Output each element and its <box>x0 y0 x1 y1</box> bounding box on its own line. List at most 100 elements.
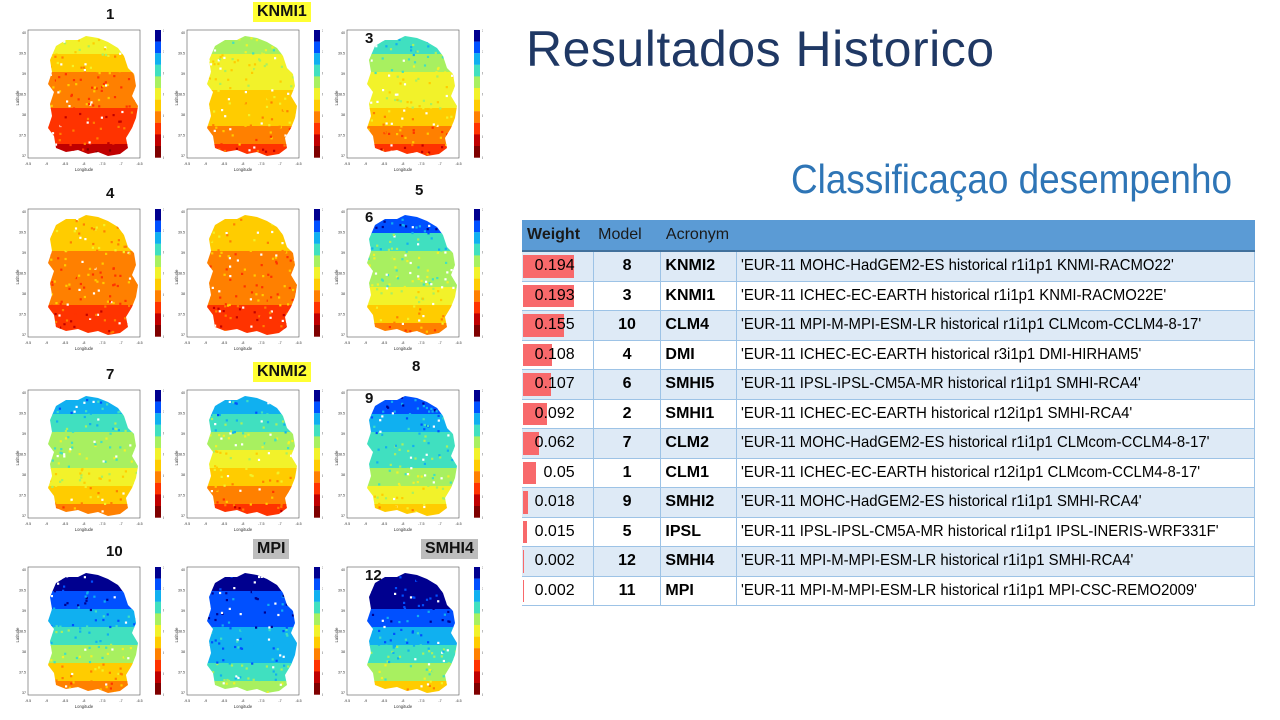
colorbar-segment <box>314 683 320 695</box>
colorbar-segment <box>314 122 320 135</box>
weight-value: 0.194 <box>534 257 575 275</box>
model-number: 3 <box>593 281 662 311</box>
x-tick-label: -8.5 <box>62 341 68 345</box>
weight-bar <box>523 373 552 396</box>
x-axis-label: Longitude <box>75 704 94 709</box>
panel-number: 4 <box>106 185 115 202</box>
x-tick-label: -8 <box>401 162 404 166</box>
y-tick-label: 40 <box>181 31 185 35</box>
colorbar-tick-label: 0.2 <box>482 672 483 676</box>
weight-bar <box>523 579 524 602</box>
map-panel: 1.2 1 0.8 0.6 0.4 0.2 0 40 39.5 39 38.5 38 37.5 37 -9.… <box>173 207 323 355</box>
colorbar-segment <box>314 413 320 425</box>
weight-bar <box>523 402 548 425</box>
colorbar-tick-label: 0.2 <box>322 672 323 676</box>
colorbar-segment <box>155 601 161 614</box>
weight-bar <box>523 255 575 278</box>
y-tick-label: 37 <box>341 691 345 695</box>
colorbar-tick-label: 0.4 <box>163 293 164 297</box>
colorbar-segment <box>314 401 320 414</box>
y-tick-label: 37.5 <box>178 494 185 498</box>
model-description-cell: 'EUR-11 IPSL-IPSL-CM5A-MR historical r1i… <box>736 517 1255 547</box>
colorbar-segment <box>314 146 320 158</box>
y-axis-label: Latitude <box>15 450 20 466</box>
x-tick-label: -6.5 <box>295 162 301 166</box>
panel-number: 10 <box>106 543 123 560</box>
weight-bar <box>523 550 524 573</box>
y-tick-label: 38 <box>341 650 345 654</box>
x-tick-label: -7 <box>278 699 281 703</box>
colorbar-segment <box>314 601 320 614</box>
x-tick-label: -9 <box>364 522 367 526</box>
panel-number: 6 <box>365 209 374 226</box>
y-tick-label: 37 <box>181 514 185 518</box>
colorbar-segment <box>155 613 161 626</box>
map-region <box>367 573 457 693</box>
colorbar-tick-label: 1 <box>322 410 323 414</box>
model-acronym: CLM4 <box>660 310 737 341</box>
model-description-cell: 'EUR-11 MPI-M-MPI-ESM-LR historical r1i1… <box>736 576 1255 606</box>
colorbar-segment <box>155 424 161 437</box>
x-tick-label: -8 <box>82 341 85 345</box>
colorbar-segment <box>474 146 480 158</box>
x-tick-label: -9 <box>45 341 48 345</box>
map-plot: 1.2 1 0.8 0.6 0.4 0.2 0 40 39.5 39 38.5 38 37.5 37 -9.… <box>15 208 164 351</box>
model-description-cell: 'EUR-11 MOHC-HadGEM2-ES historical r1i1p… <box>736 487 1255 518</box>
weight-cell: 0.018 <box>522 487 594 518</box>
y-tick-label: 39 <box>181 72 185 76</box>
map-region <box>367 396 457 516</box>
colorbar-segment <box>474 278 480 291</box>
y-axis-label: Latitude <box>174 627 179 643</box>
colorbar-tick-label: 0.4 <box>482 474 483 478</box>
table-row: 0.107 6 SMHI5 'EUR-11 IPSL-IPSL-CM5A-MR his… <box>522 369 1255 400</box>
colorbar-tick-label: 0 <box>322 335 323 339</box>
model-acronym: MPI <box>660 576 737 606</box>
map-plot: 1.2 1 0.8 0.6 0.4 0.2 0 40 39.5 39 38.5 38 37.5 37 -9.… <box>174 566 323 709</box>
colorbar-segment <box>314 301 320 314</box>
x-tick-label: -6.5 <box>295 522 301 526</box>
y-tick-label: 39 <box>181 251 185 255</box>
model-description-cell: 'EUR-11 ICHEC-EC-EARTH historical r12i1p… <box>736 399 1255 429</box>
y-tick-label: 40 <box>22 568 26 572</box>
table-row: 0.05 1 CLM1 'EUR-11 ICHEC-EC-EARTH historic… <box>522 458 1255 488</box>
table-row: 0.002 11 MPI 'EUR-11 MPI-M-MPI-ESM-LR histo… <box>522 576 1255 606</box>
colorbar-segment <box>155 401 161 414</box>
colorbar-tick-label: 0 <box>322 693 323 697</box>
colorbar-tick-label: 0.4 <box>322 293 323 297</box>
colorbar-tick-label: 0 <box>163 516 164 520</box>
y-tick-label: 38.5 <box>178 93 185 97</box>
map-plot: 1.2 1 0.8 0.6 0.4 0.2 0 40 39.5 39 38.5 38 37.5 37 -9.… <box>334 566 483 709</box>
colorbar-segment <box>474 590 480 602</box>
y-tick-label: 37 <box>341 154 345 158</box>
y-tick-label: 37.5 <box>19 494 26 498</box>
colorbar-segment <box>474 401 480 414</box>
x-axis-label: Longitude <box>394 346 413 351</box>
colorbar-tick-label: 0.8 <box>163 608 164 612</box>
map-panel: 1.2 1 0.8 0.6 0.4 0.2 0 40 39.5 39 38.5 38 37.5 37 -9.… <box>14 207 164 355</box>
model-description-cell: 'EUR-11 IPSL-IPSL-CM5A-MR historical r1i… <box>736 369 1255 400</box>
colorbar-tick-label: 0.2 <box>322 314 323 318</box>
colorbar-segment <box>314 255 320 268</box>
x-axis-label: Longitude <box>75 167 94 172</box>
colorbar-segment <box>314 325 320 337</box>
weight-value: 0.018 <box>534 493 575 511</box>
colorbar-tick-label: 1.2 <box>322 389 323 393</box>
x-tick-label: -7.5 <box>99 699 105 703</box>
weight-cell: 0.194 <box>522 251 594 282</box>
y-tick-label: 40 <box>181 210 185 214</box>
map-plot: 1.2 1 0.8 0.6 0.4 0.2 0 40 39.5 39 38.5 38 37.5 37 -9.… <box>174 29 323 172</box>
colorbar-tick-label: 0 <box>163 693 164 697</box>
weight-value: 0.002 <box>534 581 575 599</box>
y-tick-label: 39.5 <box>338 589 345 593</box>
colorbar-segment <box>474 448 480 460</box>
x-tick-label: -7.5 <box>258 522 264 526</box>
weight-value: 0.108 <box>534 345 575 363</box>
x-tick-label: -8.5 <box>221 341 227 345</box>
colorbar-tick-label: 0 <box>163 335 164 339</box>
colorbar-segment <box>314 590 320 602</box>
y-tick-label: 39 <box>181 432 185 436</box>
y-tick-label: 39.5 <box>338 412 345 416</box>
x-axis-label: Longitude <box>394 167 413 172</box>
colorbar-segment <box>155 390 161 402</box>
y-tick-label: 39 <box>341 432 345 436</box>
